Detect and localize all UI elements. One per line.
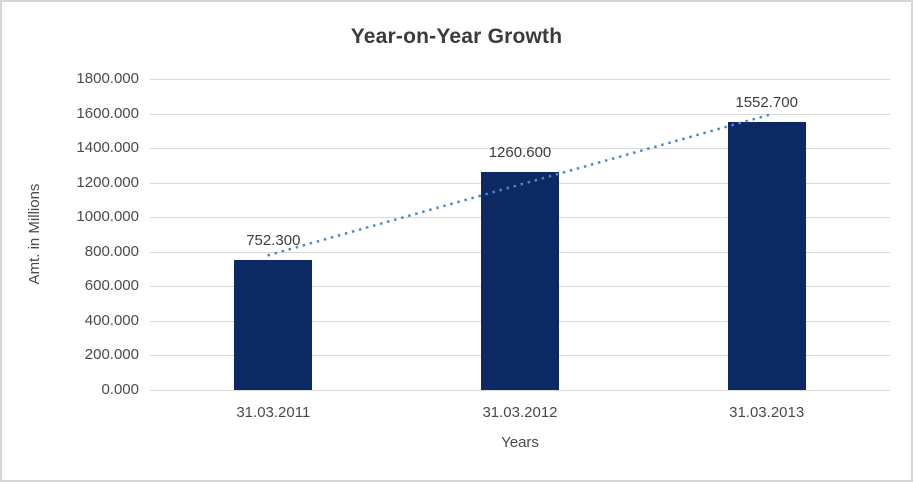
chart-title: Year-on-Year Growth	[350, 25, 563, 48]
x-axis-title: Years	[501, 434, 539, 451]
bar-value-label: 1260.600	[488, 144, 552, 162]
plot-area: 752.300 1260.600 1552.700	[150, 79, 890, 391]
gridline	[150, 390, 890, 391]
bar-value-label: 1552.700	[735, 93, 798, 111]
y-tick-label: 200.000	[84, 346, 139, 364]
gridline	[150, 113, 890, 115]
y-tick-label: 1200.000	[76, 173, 139, 191]
y-tick-label: 600.000	[84, 277, 139, 295]
trendline	[267, 112, 773, 257]
gridline	[150, 79, 890, 80]
y-tick-label: 1800.000	[76, 70, 139, 87]
x-tick-label: 31.03.2013	[729, 404, 805, 421]
bar-31.03.2013	[727, 121, 806, 390]
gridline	[150, 148, 890, 150]
y-tick-label: 400.000	[84, 311, 139, 329]
bar-31.03.2012	[481, 172, 559, 390]
y-tick-label: 1600.000	[76, 104, 139, 122]
y-tick-label: 800.000	[84, 242, 139, 260]
y-tick-label: 0.000	[101, 381, 139, 398]
x-tick-label: 31.03.2011	[236, 404, 311, 421]
x-tick-label: 31.03.2012	[482, 404, 558, 421]
y-tick-label: 1400.000	[76, 139, 139, 157]
x-axis-tick-labels: 31.03.2011 31.03.2012 31.03.2013	[150, 404, 890, 424]
bar-31.03.2011	[234, 260, 313, 390]
bar-value-label: 752.300	[246, 232, 301, 250]
y-tick-label: 1000.000	[76, 208, 139, 226]
